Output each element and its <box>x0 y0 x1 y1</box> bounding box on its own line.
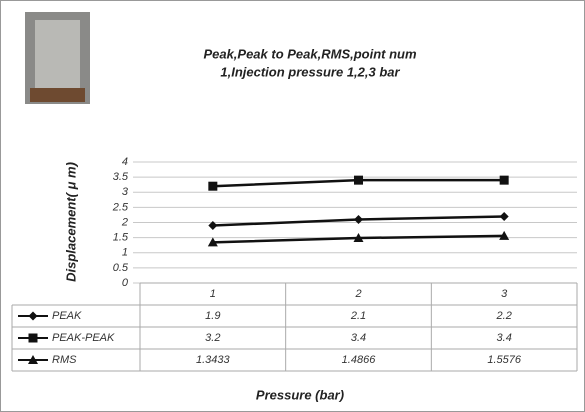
y-tick-label: 0.5 <box>113 262 129 274</box>
y-tick-label: 2.5 <box>112 201 129 213</box>
x-tick-label: 1 <box>210 288 216 300</box>
y-tick-label: 0 <box>122 277 129 289</box>
marker <box>500 176 509 185</box>
chart-title: 1,Injection pressure 1,2,3 bar <box>220 64 400 79</box>
marker <box>29 334 38 343</box>
x-axis-label: Pressure (bar) <box>256 387 344 402</box>
legend-label: PEAK-PEAK <box>52 332 115 344</box>
chart: Peak,Peak to Peak,RMS,point num 1,Inject… <box>0 0 585 412</box>
table-value: 3.2 <box>205 332 220 344</box>
photo-base <box>30 88 85 102</box>
legend-label: PEAK <box>52 310 82 322</box>
y-tick-label: 1 <box>122 247 128 259</box>
table-value: 1.5576 <box>487 354 522 366</box>
table-value: 3.4 <box>351 332 366 344</box>
y-tick-label: 1.5 <box>113 232 129 244</box>
marker <box>208 182 217 191</box>
table-value: 1.4866 <box>342 354 377 366</box>
table-value: 2.1 <box>350 310 366 322</box>
y-tick-label: 3.5 <box>113 171 129 183</box>
x-tick-label: 3 <box>501 288 508 300</box>
table-value: 2.2 <box>496 310 512 322</box>
y-axis-label: Displacement( μ m) <box>63 162 78 282</box>
y-tick-label: 4 <box>122 156 128 168</box>
table-value: 1.3433 <box>196 354 231 366</box>
table-value: 3.4 <box>497 332 512 344</box>
photo-detail <box>35 20 80 90</box>
marker <box>354 176 363 185</box>
chart-title: Peak,Peak to Peak,RMS,point num <box>203 46 417 61</box>
legend-label: RMS <box>52 354 77 366</box>
y-tick-label: 2 <box>121 216 128 228</box>
x-tick-label: 2 <box>354 288 361 300</box>
y-tick-label: 3 <box>122 186 129 198</box>
table-value: 1.9 <box>205 310 220 322</box>
